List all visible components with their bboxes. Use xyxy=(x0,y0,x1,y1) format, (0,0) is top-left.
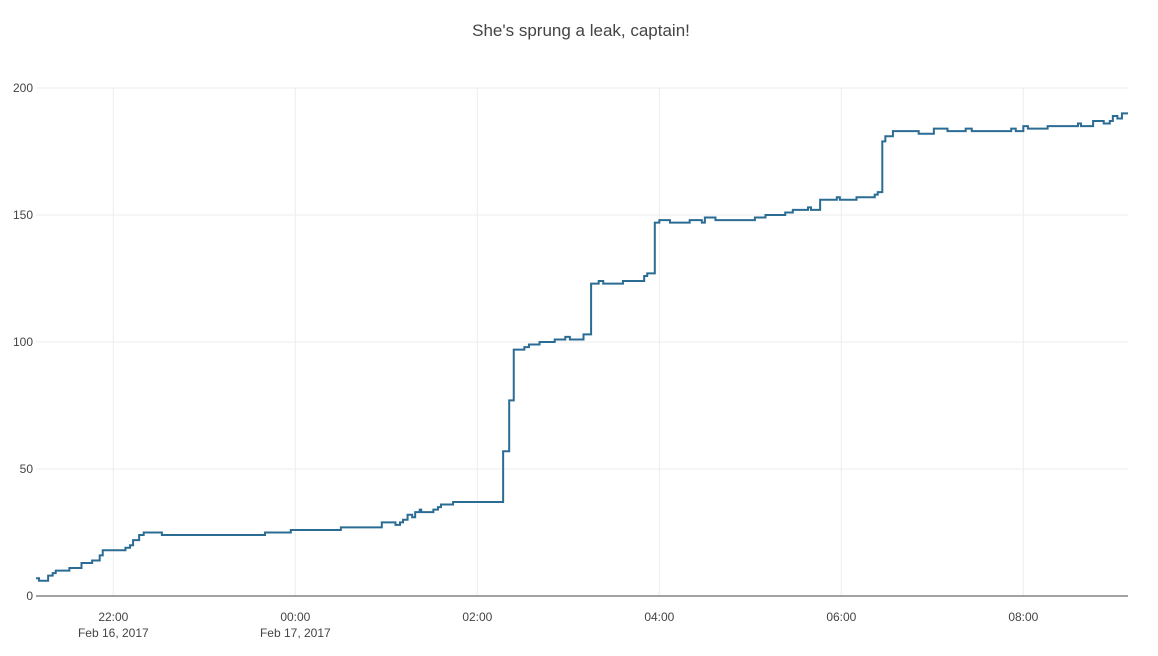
x-tick-label: 08:00 xyxy=(1008,610,1038,624)
y-tick-label: 50 xyxy=(20,462,34,476)
x-tick-label: 06:00 xyxy=(826,610,856,624)
x-tick-label: 00:00 Feb 17, 2017 xyxy=(260,610,331,640)
x-tick-label: 02:00 xyxy=(462,610,492,624)
y-tick-label: 150 xyxy=(13,208,33,222)
x-tick-label: 22:00 Feb 16, 2017 xyxy=(78,610,149,640)
y-tick-label: 200 xyxy=(13,81,33,95)
chart-title: She's sprung a leak, captain! xyxy=(472,21,690,40)
y-tick-label: 100 xyxy=(13,335,33,349)
y-tick-label: 0 xyxy=(26,589,33,603)
line xyxy=(36,112,1128,582)
x-tick-label: 04:00 xyxy=(644,610,674,624)
